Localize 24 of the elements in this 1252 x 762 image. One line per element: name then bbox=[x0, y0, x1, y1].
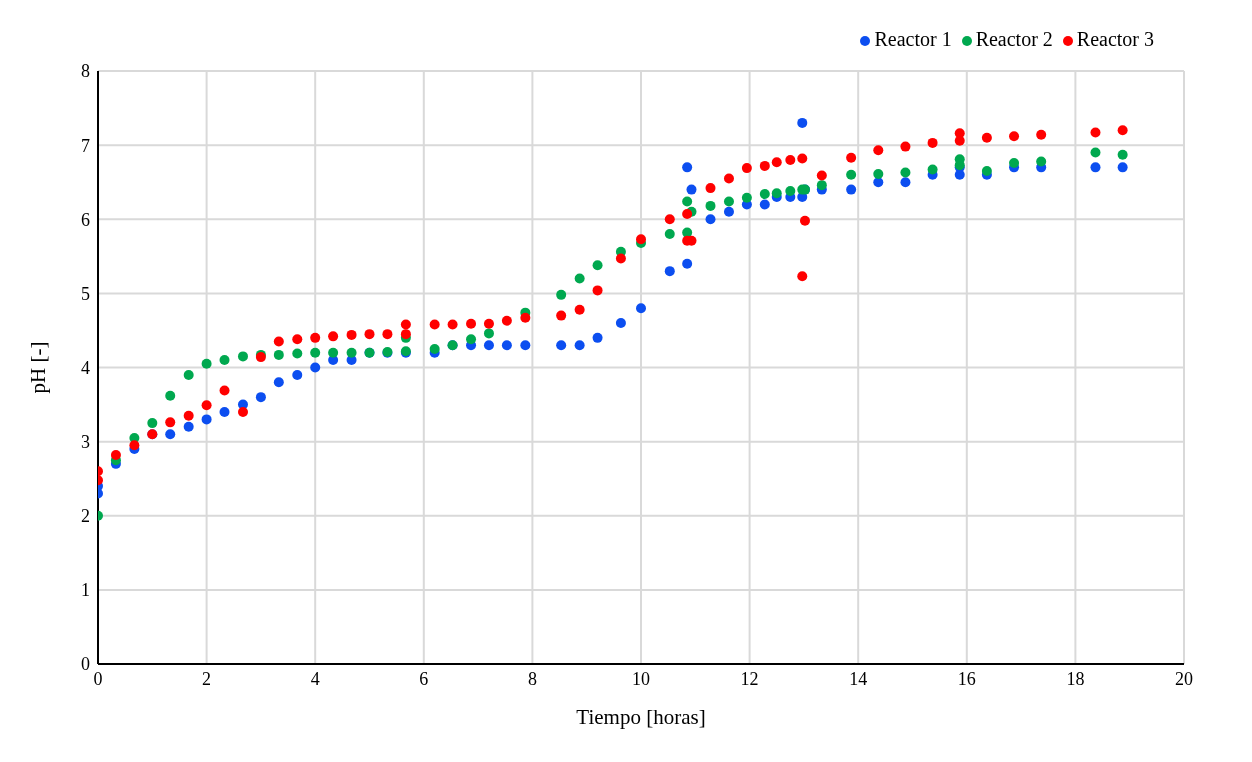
x-tick-label: 10 bbox=[632, 668, 650, 689]
y-tick-label: 2 bbox=[81, 506, 90, 527]
y-tick-label: 1 bbox=[81, 580, 90, 601]
x-tick-label: 4 bbox=[310, 668, 320, 689]
x-axis-title: Tiempo [horas] bbox=[576, 705, 706, 729]
x-tick-label: 6 bbox=[419, 668, 429, 689]
x-tick-label: 20 bbox=[1175, 668, 1193, 689]
y-tick-label: 5 bbox=[81, 283, 90, 304]
x-tick-label: 14 bbox=[849, 668, 868, 689]
x-tick-label: 8 bbox=[527, 668, 537, 689]
legend-label: Reactor 2 bbox=[975, 28, 1053, 50]
x-tick-label: 2 bbox=[202, 668, 212, 689]
x-tick-label: 12 bbox=[740, 668, 759, 689]
y-tick-label: 7 bbox=[81, 135, 90, 156]
legend-label: Reactor 1 bbox=[874, 28, 952, 50]
y-tick-label: 6 bbox=[81, 209, 90, 230]
y-tick-label: 3 bbox=[81, 432, 90, 453]
y-tick-label: 4 bbox=[81, 357, 90, 378]
y-axis-title: pH [-] bbox=[26, 341, 51, 394]
x-tick-label: 18 bbox=[1066, 668, 1085, 689]
x-tick-label: 16 bbox=[957, 668, 976, 689]
y-tick-label: 0 bbox=[81, 654, 90, 675]
legend-label: Reactor 3 bbox=[1076, 28, 1154, 50]
y-tick-label: 8 bbox=[81, 61, 90, 82]
